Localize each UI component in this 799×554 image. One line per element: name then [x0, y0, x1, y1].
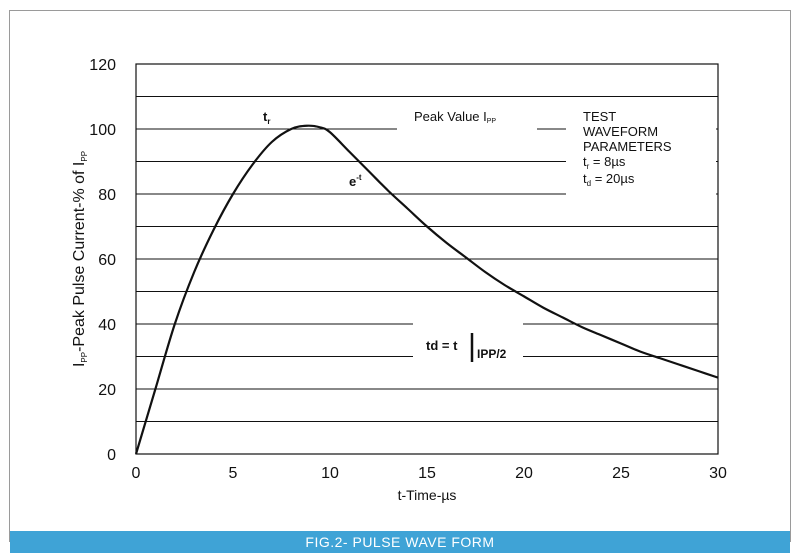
y-tick-label: 100	[89, 122, 116, 139]
y-axis-label: IPP-Peak Pulse Current-% of IPP	[71, 151, 89, 367]
y-tick-label: 0	[107, 447, 116, 464]
x-tick-label: 25	[612, 465, 630, 482]
y-tick-label: 40	[98, 317, 116, 334]
td-label-box	[413, 318, 523, 370]
x-tick-label: 0	[132, 465, 141, 482]
test-waveform-parameters: TEST WAVEFORM PARAMETERS tr = 8µs td = 2…	[583, 109, 672, 188]
td-subscript: IPP/2	[477, 347, 507, 361]
figure-frame	[9, 10, 791, 542]
y-tick-label: 80	[98, 187, 116, 204]
series-line	[134, 124, 719, 455]
x-axis-label: t-Time-µs	[398, 487, 457, 503]
exp-decay-label: e-t	[349, 173, 362, 189]
td-label: td = t	[426, 338, 458, 353]
params-line1: TEST	[583, 109, 616, 124]
x-tick-label: 10	[321, 465, 339, 482]
x-tick-label: 15	[418, 465, 436, 482]
peak-value-label: Peak Value IPP	[414, 109, 496, 125]
params-line2: WAVEFORM	[583, 124, 658, 139]
x-tick-label: 5	[229, 465, 238, 482]
peak-label-box	[397, 100, 537, 133]
tr-label: tr	[263, 109, 270, 126]
params-td: td = 20µs	[583, 171, 635, 188]
params-box	[566, 100, 716, 205]
x-tick-label: 20	[515, 465, 533, 482]
figure-caption: FIG.2- PULSE WAVE FORM	[10, 531, 790, 553]
x-tick-label: 30	[709, 465, 727, 482]
y-tick-label: 20	[98, 382, 116, 399]
x-tick-labels: 0 5 10 15 20 25 30	[132, 465, 727, 482]
y-tick-label: 120	[89, 57, 116, 74]
params-line3: PARAMETERS	[583, 139, 672, 154]
params-tr: tr = 8µs	[583, 154, 626, 171]
y-tick-label: 60	[98, 252, 116, 269]
y-tick-labels: 0 20 40 60 80 100 120	[89, 57, 116, 464]
